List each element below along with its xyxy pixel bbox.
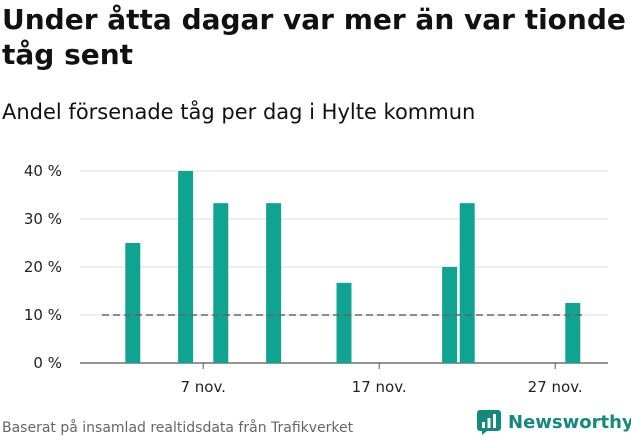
bar — [178, 171, 194, 363]
source-note: Baserat på insamlad realtidsdata från Tr… — [2, 420, 354, 436]
newsworthy-logo-text: Newsworthy — [508, 411, 631, 433]
bar — [266, 203, 282, 363]
chart-subtitle: Andel försenade tåg per dag i Hylte komm… — [2, 100, 476, 124]
y-tick-label: 30 % — [24, 210, 62, 228]
bar — [125, 243, 141, 363]
bar — [213, 203, 229, 363]
y-tick-label: 40 % — [24, 162, 62, 180]
x-axis-ticks: 7 nov. 17 nov. 27 nov. — [180, 363, 583, 396]
y-tick-label: 10 % — [24, 306, 62, 324]
x-tick-label: 17 nov. — [352, 378, 407, 396]
bar — [459, 203, 475, 363]
newsworthy-logo-icon — [477, 410, 501, 435]
bar — [336, 282, 352, 363]
x-tick-label: 27 nov. — [528, 378, 583, 396]
x-tick-label: 7 nov. — [180, 378, 225, 396]
chart-title: Under åtta dagar var mer än var tionde t… — [2, 3, 626, 71]
y-tick-label: 20 % — [24, 258, 62, 276]
newsworthy-logo[interactable]: Newsworthy — [476, 408, 631, 436]
y-axis-labels: 0 % 10 % 20 % 30 % 40 % — [24, 162, 62, 372]
bar — [565, 303, 581, 363]
y-tick-label: 0 % — [33, 354, 62, 372]
bar-chart: 0 % 10 % 20 % 30 % 40 % 7 nov. 17 nov. 27 nov. — [24, 162, 608, 396]
